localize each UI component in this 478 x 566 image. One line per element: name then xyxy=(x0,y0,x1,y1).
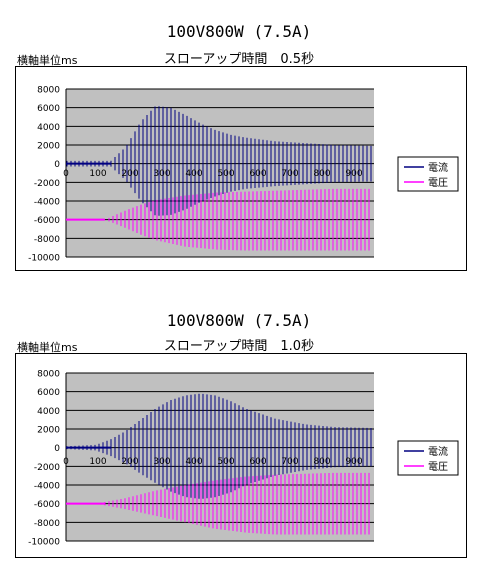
chart-panel-1: 100V800W (7.5A) スローアップ時間 0.5秒 横軸単位ms 800… xyxy=(15,22,467,271)
x-tick-label: 100 xyxy=(89,457,106,467)
y-tick-label: 6000 xyxy=(37,104,60,114)
y-tick-label: -4000 xyxy=(34,482,60,492)
chart-title: 100V800W (7.5A) xyxy=(166,22,312,41)
y-tick-label: 8000 xyxy=(37,86,60,96)
x-tick-label: 100 xyxy=(89,169,106,179)
chart-svg: 80006000400020000-2000-4000-6000-8000-10… xyxy=(28,370,459,548)
y-tick-label: -8000 xyxy=(34,519,60,529)
y-tick-label: -4000 xyxy=(34,198,60,208)
y-tick-label: 0 xyxy=(54,444,60,454)
legend-box xyxy=(397,440,459,476)
x-tick-label: 500 xyxy=(217,457,234,467)
chart-subtitle: スローアップ時間 0.5秒 xyxy=(163,52,315,67)
y-tick-label: 2000 xyxy=(37,142,60,152)
y-tick-label: 2000 xyxy=(37,426,60,436)
legend-label: 電流 xyxy=(428,445,448,458)
axis-unit-label: 横軸単位ms xyxy=(17,341,78,354)
x-tick-label: 800 xyxy=(313,457,330,467)
y-tick-label: -2000 xyxy=(34,463,60,473)
y-tick-label: -6000 xyxy=(34,216,60,226)
x-tick-label: 200 xyxy=(121,457,138,467)
chart-title: 100V800W (7.5A) xyxy=(166,311,312,330)
y-tick-label: 6000 xyxy=(37,388,60,398)
x-tick-label: 400 xyxy=(185,169,202,179)
y-tick-label: 0 xyxy=(54,160,60,170)
x-tick-label: 700 xyxy=(281,457,298,467)
chart-panel-2: 100V800W (7.5A) スローアップ時間 1.0秒 横軸単位ms 800… xyxy=(0,283,478,566)
legend-label: 電流 xyxy=(428,161,448,174)
x-tick-label: 600 xyxy=(249,457,266,467)
x-tick-label: 200 xyxy=(121,169,138,179)
x-tick-label: 400 xyxy=(185,457,202,467)
x-tick-label: 700 xyxy=(281,169,298,179)
x-tick-label: 500 xyxy=(217,169,234,179)
y-tick-label: -6000 xyxy=(34,500,60,510)
y-tick-label: -10000 xyxy=(28,254,60,264)
y-tick-label: -10000 xyxy=(28,538,60,548)
y-tick-label: 4000 xyxy=(37,123,60,133)
y-tick-label: -8000 xyxy=(34,235,60,245)
x-tick-label: 900 xyxy=(345,169,362,179)
axis-unit-label: 横軸単位ms xyxy=(17,54,78,67)
x-tick-label: 300 xyxy=(153,457,170,467)
chart-subtitle: スローアップ時間 1.0秒 xyxy=(163,339,315,354)
x-tick-label: 0 xyxy=(63,169,69,179)
chart-svg: 80006000400020000-2000-4000-6000-8000-10… xyxy=(28,86,459,264)
legend-label: 電圧 xyxy=(428,177,448,189)
x-tick-label: 300 xyxy=(153,169,170,179)
y-tick-label: 4000 xyxy=(37,407,60,417)
x-tick-label: 600 xyxy=(249,169,266,179)
x-tick-label: 0 xyxy=(63,457,69,467)
legend-label: 電圧 xyxy=(428,461,448,473)
legend-box xyxy=(397,156,459,192)
y-tick-label: -2000 xyxy=(34,179,60,189)
x-tick-label: 900 xyxy=(345,457,362,467)
y-tick-label: 8000 xyxy=(37,370,60,380)
x-tick-label: 800 xyxy=(313,169,330,179)
